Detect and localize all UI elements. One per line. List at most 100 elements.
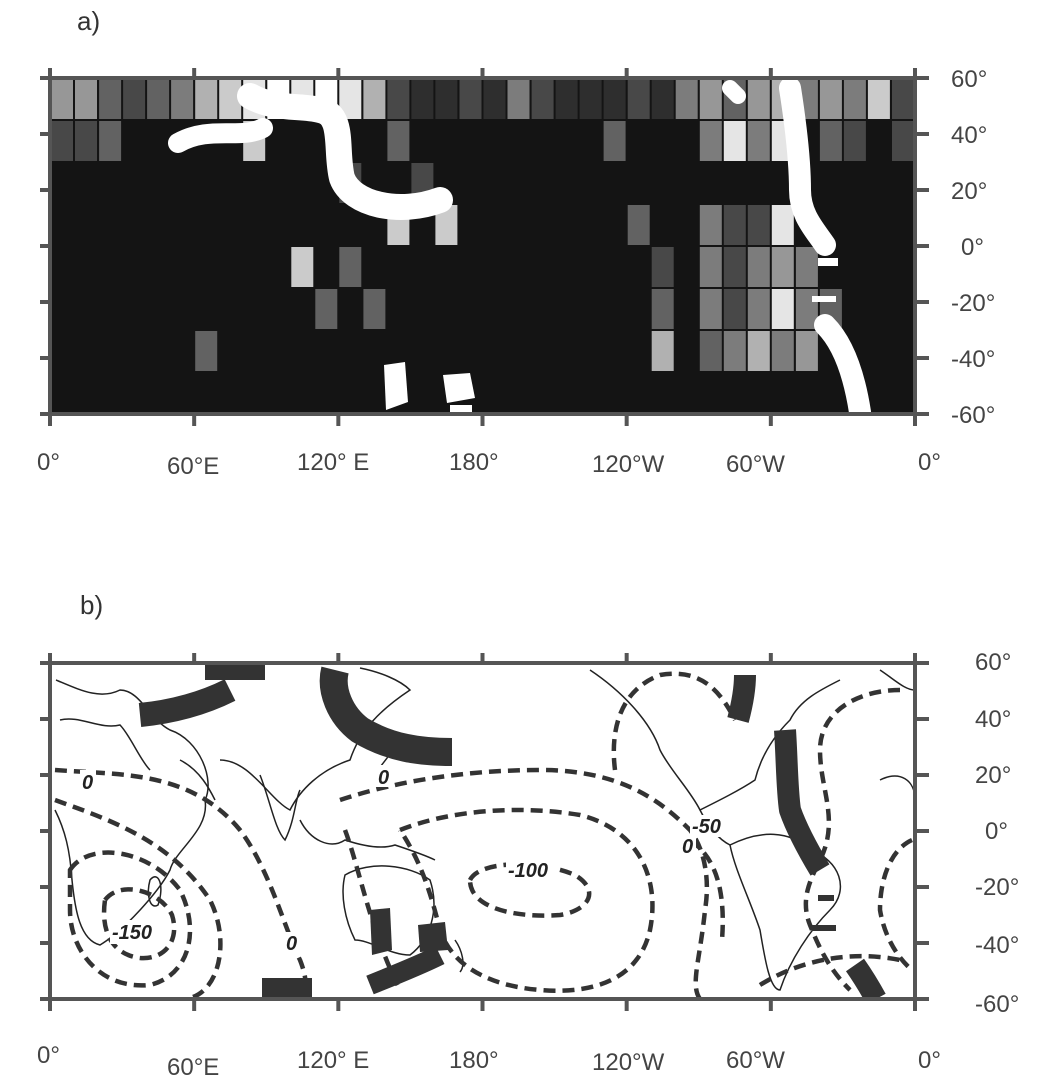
panel-a-ticks [40, 68, 929, 426]
grid-cell [747, 121, 770, 161]
grid-cell [651, 331, 674, 371]
panel-a-bands [168, 78, 871, 414]
panel-b: b) [37, 590, 1019, 1081]
grid-cell [387, 121, 410, 161]
grid-cell [699, 331, 722, 371]
grid-cell [195, 331, 218, 371]
grid-cell [819, 79, 842, 119]
coast-australia [342, 865, 435, 956]
lon-tick-label: 180° [449, 449, 499, 476]
contour-label-halo [376, 765, 392, 787]
coast-india [259, 774, 301, 842]
grid-cell [315, 289, 338, 329]
grid-cell [51, 79, 73, 119]
grid-cell [747, 205, 770, 245]
grid-cell [771, 247, 794, 287]
grid-cell [579, 79, 602, 119]
lon-tick-label: 0° [918, 449, 941, 476]
contour-label: -150 [112, 922, 152, 944]
coast-europe-africa [54, 679, 209, 946]
grid-cell [339, 79, 362, 119]
grid-cell [723, 289, 746, 329]
lat-tick-label: -40° [975, 932, 1019, 959]
grid-cell [195, 79, 218, 119]
grid-cell [99, 121, 122, 161]
panel-a-lat-labels: 60° 40° 20° 0° -20° -40° -60° [951, 66, 995, 429]
contour-label-halo [284, 932, 300, 954]
lon-tick-label: 60°W [726, 1047, 785, 1074]
lat-tick-label: -20° [975, 874, 1019, 901]
panel-b-ticks [40, 653, 929, 1011]
grid-cell [435, 79, 458, 119]
grid-cell [75, 79, 97, 119]
grid-cell [843, 121, 866, 161]
coast-med [59, 718, 151, 771]
panel-a-lon-labels: 0° 60°E 120° E 180° 120°W 60°W 0° [37, 449, 941, 480]
grid-cell [747, 79, 770, 119]
grid-cell [627, 79, 650, 119]
grid-cell [219, 79, 242, 119]
lon-tick-label: 120° E [297, 449, 369, 476]
panel-b-patches [370, 895, 836, 964]
grid-cell [747, 331, 770, 371]
lon-tick-label: 60°E [167, 1054, 219, 1081]
band-b-6 [366, 946, 445, 995]
coast-greenland [879, 669, 915, 691]
contour-label: 0 [82, 772, 93, 794]
grid-cell [123, 79, 146, 119]
lat-tick-label: 60° [951, 66, 987, 93]
grid-cell [867, 79, 890, 119]
lon-tick-label: 0° [37, 1042, 60, 1069]
grid-cell [387, 79, 410, 119]
grid-cell [771, 205, 794, 245]
grid-cell [771, 331, 794, 371]
band-b-4 [727, 674, 756, 723]
grid-cell [819, 121, 842, 161]
lat-tick-label: 40° [951, 122, 987, 149]
grid-cell [459, 79, 482, 119]
grid-cell [699, 289, 722, 329]
lon-tick-label: 120°W [592, 1049, 665, 1076]
grid-cell [723, 121, 746, 161]
lat-tick-label: 20° [975, 762, 1011, 789]
grid-cell [411, 79, 434, 119]
grid-cell [892, 121, 914, 161]
grid-cell [363, 79, 386, 119]
coastlines [54, 667, 915, 991]
coast-north-america [589, 669, 841, 812]
grid-cell [651, 289, 674, 329]
grid-cell [531, 79, 554, 119]
grid-cell [435, 205, 458, 245]
contour-label: -100 [508, 860, 548, 882]
lon-tick-label: 120° E [297, 1047, 369, 1074]
patch-a-4 [818, 258, 838, 266]
contour-label-halo [506, 858, 558, 882]
grid-cell [363, 289, 386, 329]
coast-se-asia [299, 819, 436, 861]
grid-cell [603, 121, 626, 161]
coast-nz [454, 939, 464, 973]
grid-cell [675, 79, 698, 119]
grid-cell [147, 79, 170, 119]
patch-a-2 [443, 373, 475, 403]
lon-tick-label: 60°E [167, 453, 219, 480]
grid-cell [723, 205, 746, 245]
patch-b-4 [818, 895, 834, 901]
band-a-5 [814, 314, 871, 414]
grid-cell [339, 247, 362, 287]
grid-cell [723, 247, 746, 287]
lat-tick-label: -60° [975, 991, 1019, 1018]
contour-0-africa [54, 767, 308, 999]
panel-a-patches [384, 258, 838, 412]
grid-cell [747, 289, 770, 329]
contour-label: 0 [682, 836, 693, 858]
grid-cell [99, 79, 122, 119]
lat-tick-label: 60° [975, 649, 1011, 676]
panel-a-label: a) [77, 6, 100, 36]
panel-b-lon-labels: 0° 60°E 120° E 180° 120°W 60°W 0° [37, 1042, 941, 1081]
patch-b-1 [370, 908, 392, 955]
coast-arabia [179, 759, 216, 801]
grid-cell [699, 79, 722, 119]
lat-tick-label: -60° [951, 402, 995, 429]
